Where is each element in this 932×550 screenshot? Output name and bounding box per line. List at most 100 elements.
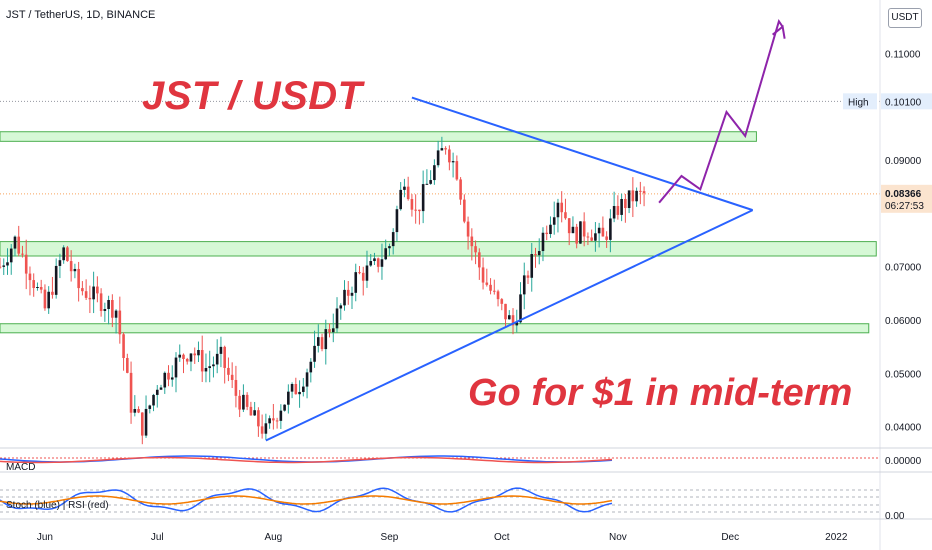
candle [227,357,230,382]
candle [361,266,365,296]
price-tick-label: 0.07000 [885,263,922,274]
candle-body [631,190,635,202]
candle-body [485,282,489,285]
candle [571,216,575,234]
candle [137,406,140,414]
candle [530,242,534,292]
candle-body [253,410,256,416]
candle [129,361,133,424]
candle [313,330,316,368]
candle [350,286,354,309]
trendline[interactable] [265,209,754,442]
candle-body [612,206,616,219]
candle [354,263,358,302]
candle-body [601,227,605,237]
candle [478,248,481,280]
candle-body [287,391,290,405]
candle-body [32,280,36,288]
candle [215,339,219,374]
candle [260,414,264,439]
candle-body [204,368,208,372]
candle [331,313,335,343]
candle [24,239,28,290]
time-tick-label: Nov [609,532,627,543]
candle-body [369,261,373,266]
candle-body [350,292,354,296]
candle [541,227,545,262]
high-label: High [848,97,869,108]
candle-body [275,420,279,422]
candle [500,298,504,311]
candle-body [575,226,578,244]
candle [77,261,80,302]
projection-path[interactable] [658,18,784,204]
candle-body [197,350,200,356]
candle [163,371,167,394]
candle-body [459,179,462,200]
candle-body [133,409,137,413]
support-resistance-zone [0,131,757,142]
candle [522,262,526,310]
time-tick-label: Sep [381,532,399,543]
currency-button[interactable]: USDT [888,8,922,28]
candle [624,194,627,223]
candle-body [564,212,567,219]
candle [9,244,13,275]
candle [316,324,320,353]
candle [283,404,286,412]
candle-body [440,148,444,151]
candle-body [185,358,189,362]
candle [36,282,39,291]
macd-label: MACD [6,462,35,473]
candle-body [436,150,440,166]
candle [272,403,275,430]
candle-body [148,405,152,409]
candle-body [391,232,395,247]
candle-body [642,191,646,194]
candle-body [361,272,365,281]
candle [96,276,99,303]
candle-body [174,357,178,378]
price-tick-label: 0.05000 [885,369,922,380]
candle-body [444,148,447,150]
candle [204,353,208,383]
candle [429,170,432,185]
candle [242,384,245,413]
time-tick-label: Jul [151,532,164,543]
candle [444,146,447,155]
candle-body [414,209,417,211]
candle-body [639,190,642,192]
candle-body [212,364,215,367]
candle-body [118,310,122,335]
candle [590,229,593,242]
candle-body [376,258,380,267]
candle [380,243,384,280]
candle-body [335,308,339,329]
candle-body [470,236,474,247]
candle-body [466,221,470,237]
candle-body [257,410,260,427]
candle-body [418,209,421,212]
candle-body [331,328,335,333]
candle [549,216,552,238]
candle [564,198,567,220]
trendline[interactable] [411,96,753,212]
candle-body [339,305,343,309]
candle [620,193,623,222]
candle [403,178,406,198]
candle-body [111,300,114,318]
candle [575,223,578,249]
candle-body [62,247,65,261]
candle-body [549,224,552,235]
candle-body [507,315,511,320]
candle-body [13,236,17,249]
candle-body [343,289,346,306]
candle [249,401,253,416]
candle-body [54,265,58,295]
candle-body [504,303,507,320]
last-price-box [881,184,932,213]
price-tick-label: 0.04000 [885,423,922,434]
candle-body [425,183,429,185]
candle [245,392,249,411]
